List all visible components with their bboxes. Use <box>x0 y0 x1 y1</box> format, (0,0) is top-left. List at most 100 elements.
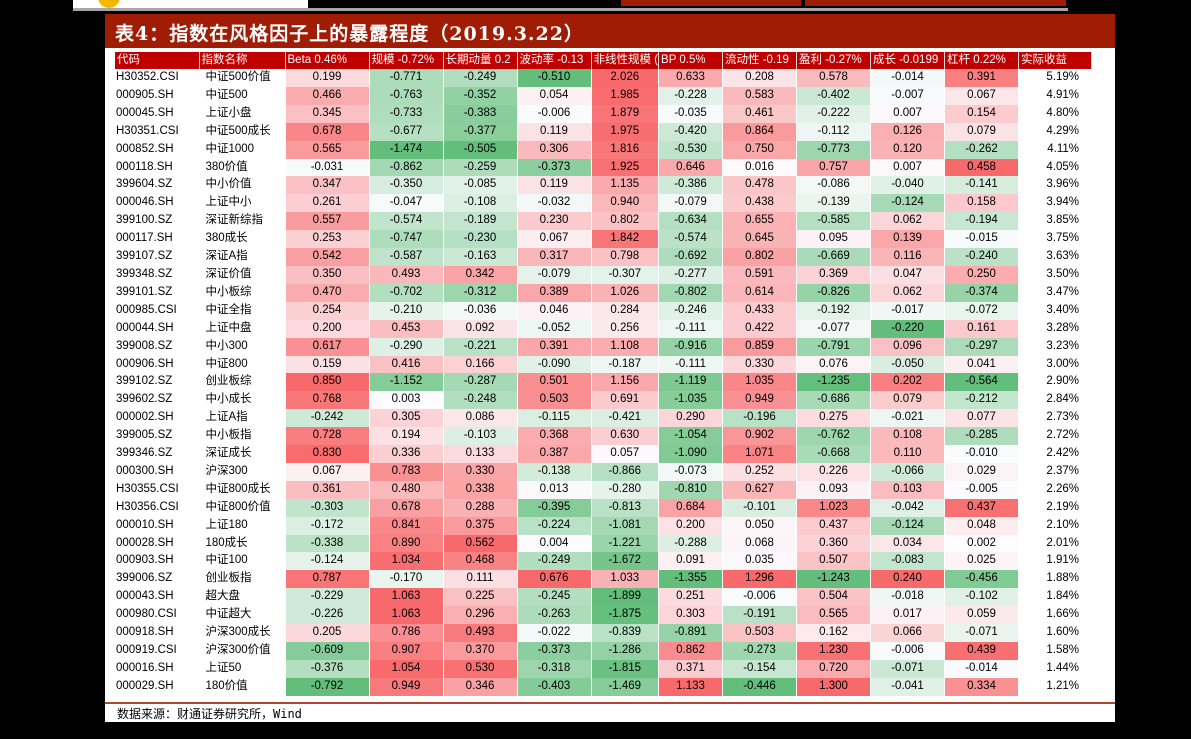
table-row: H30356.CSI 中证800价值 -0.303 0.678 0.288 -0.395-… <box>115 498 1093 517</box>
index-code-cell: 399602.SZ <box>115 391 200 410</box>
factor-exposure-cell: -1.474 <box>369 140 444 159</box>
table-header-row: 代码 指数名称 Beta 0.46% 规模 -0.72% 长期动量 0.2 波动率 -0.… <box>115 52 1093 69</box>
factor-exposure-cell: 0.119 <box>517 176 592 195</box>
factor-exposure-cell: -0.124 <box>870 194 946 213</box>
factor-exposure-cell: -1.815 <box>591 659 660 678</box>
factor-exposure-cell: -0.071 <box>870 659 946 678</box>
actual-return-cell: 3.47% <box>1018 283 1093 302</box>
actual-return-cell: 1.44% <box>1018 659 1093 678</box>
factor-exposure-cell: 0.360 <box>796 534 872 553</box>
factor-exposure-cell: -0.072 <box>944 301 1020 320</box>
factor-exposure-cell: -0.285 <box>944 427 1020 446</box>
table-row: 399604.SZ 中小价值 0.347 -0.350 -0.085 0.119 1.135… <box>115 176 1093 195</box>
factor-exposure-cell: 2.026 <box>591 69 660 87</box>
factor-exposure-cell: -0.866 <box>591 462 660 481</box>
table-row: 000903.SH 中证100 -0.124 1.034 0.468 -0.249 -1.6… <box>115 552 1093 571</box>
factor-exposure-cell: -0.303 <box>285 498 370 517</box>
factor-exposure-cell: 0.096 <box>870 337 946 356</box>
factor-exposure-cell: 0.200 <box>285 319 370 338</box>
actual-return-cell: 3.00% <box>1018 355 1093 374</box>
factor-exposure-cell: -0.456 <box>944 570 1020 589</box>
actual-return-cell: 2.90% <box>1018 373 1093 392</box>
factor-exposure-cell: 0.208 <box>722 69 798 87</box>
factor-exposure-cell: 0.013 <box>517 480 592 499</box>
factor-exposure-cell: 0.108 <box>870 427 946 446</box>
footer-divider <box>105 702 1115 704</box>
factor-exposure-cell: 0.230 <box>517 212 592 231</box>
factor-exposure-cell: -0.187 <box>591 355 660 374</box>
index-code-cell: 000852.SH <box>115 140 200 159</box>
factor-exposure-cell: 0.057 <box>591 445 660 463</box>
factor-exposure-cell: 0.627 <box>722 480 798 499</box>
factor-exposure-cell: 0.864 <box>722 122 798 141</box>
table-row: 000906.SH 中证800 0.159 0.416 0.166 -0.090 -0.18… <box>115 355 1093 374</box>
factor-exposure-cell: 0.066 <box>870 624 946 642</box>
index-name-cell: 中证全指 <box>199 301 286 320</box>
factor-exposure-cell: 0.786 <box>369 624 444 642</box>
index-name-cell: 中小板综 <box>199 283 286 302</box>
factor-exposure-cell: 1.063 <box>369 588 444 607</box>
factor-exposure-cell: 1.071 <box>722 445 798 463</box>
factor-exposure-cell: -0.374 <box>944 283 1020 302</box>
index-code-cell: 399006.SZ <box>115 570 200 589</box>
table-row: 000980.CSI 中证超大 -0.226 1.063 0.296 -0.263 -1.8… <box>115 606 1093 625</box>
factor-exposure-cell: -0.245 <box>517 588 592 607</box>
index-code-cell: 000029.SH <box>115 677 200 696</box>
factor-exposure-cell: 0.468 <box>443 552 518 571</box>
factor-exposure-cell: 0.048 <box>944 516 1020 535</box>
factor-exposure-cell: 0.016 <box>722 158 798 177</box>
index-name-cell: 中证超大 <box>199 606 286 625</box>
top-accent-bar <box>621 0 801 6</box>
index-code-cell: 399346.SZ <box>115 445 200 463</box>
table-body: H30352.CSI 中证500价值 0.199 -0.771 -0.249 -0.510… <box>115 69 1093 696</box>
factor-exposure-cell: 0.253 <box>285 230 370 249</box>
factor-exposure-cell: 0.368 <box>517 427 592 446</box>
index-name-cell: 上证A指 <box>199 409 286 428</box>
factor-exposure-cell: 0.290 <box>658 409 724 428</box>
table-row: 000016.SH 上证50 -0.376 1.054 0.530 -0.318 -1.81… <box>115 659 1093 678</box>
factor-exposure-cell: 0.284 <box>591 301 660 320</box>
factor-exposure-cell: -0.018 <box>870 588 946 607</box>
index-name-cell: 中小板指 <box>199 427 286 446</box>
factor-exposure-cell: 0.461 <box>722 104 798 123</box>
factor-exposure-cell: -0.273 <box>722 642 798 660</box>
factor-exposure-cell: -0.692 <box>658 248 724 266</box>
index-code-cell: 000010.SH <box>115 516 200 535</box>
factor-exposure-cell: 0.503 <box>722 624 798 642</box>
index-name-cell: 创业板综 <box>199 373 286 392</box>
factor-exposure-cell: -0.007 <box>870 86 946 105</box>
factor-exposure-cell: 1.026 <box>591 283 660 302</box>
factor-exposure-cell: -0.246 <box>658 301 724 320</box>
index-code-cell: 000046.SH <box>115 194 200 213</box>
table-row: H30351.CSI 中证500成长 0.678 -0.677 -0.377 0.119 1… <box>115 122 1093 141</box>
factor-exposure-cell: 1.108 <box>591 337 660 356</box>
actual-return-cell: 1.60% <box>1018 624 1093 642</box>
actual-return-cell: 2.10% <box>1018 516 1093 535</box>
factor-exposure-cell: 0.250 <box>944 265 1020 284</box>
factor-exposure-cell: 0.437 <box>796 516 872 535</box>
index-name-cell: 上证50 <box>199 659 286 678</box>
actual-return-cell: 2.19% <box>1018 498 1093 517</box>
actual-return-cell: 3.40% <box>1018 301 1093 320</box>
table-row: H30352.CSI 中证500价值 0.199 -0.771 -0.249 -0.510… <box>115 69 1093 87</box>
actual-return-cell: 4.29% <box>1018 122 1093 141</box>
factor-exposure-cell: 0.783 <box>369 462 444 481</box>
factor-exposure-cell: 0.225 <box>443 588 518 607</box>
actual-return-cell: 2.01% <box>1018 534 1093 553</box>
factor-exposure-cell: 0.678 <box>369 498 444 517</box>
table-row: 000044.SH 上证中盘 0.200 0.453 0.092 -0.052 0.256-… <box>115 319 1093 338</box>
factor-exposure-cell: -0.212 <box>944 391 1020 410</box>
factor-exposure-cell: -0.916 <box>658 337 724 356</box>
factor-exposure-cell: -1.081 <box>591 516 660 535</box>
factor-exposure-cell: 0.034 <box>870 534 946 553</box>
factor-exposure-cell: -0.170 <box>369 570 444 589</box>
actual-return-cell: 3.50% <box>1018 265 1093 284</box>
factor-exposure-cell: -0.108 <box>443 194 518 213</box>
index-name-cell: 沪深300成长 <box>199 624 286 642</box>
factor-exposure-cell: 0.017 <box>870 606 946 625</box>
actual-return-cell: 1.88% <box>1018 570 1093 589</box>
index-name-cell: 上证小盘 <box>199 104 286 123</box>
factor-exposure-cell: 0.375 <box>443 516 518 535</box>
index-name-cell: 超大盘 <box>199 588 286 607</box>
factor-exposure-cell: -0.022 <box>517 624 592 642</box>
